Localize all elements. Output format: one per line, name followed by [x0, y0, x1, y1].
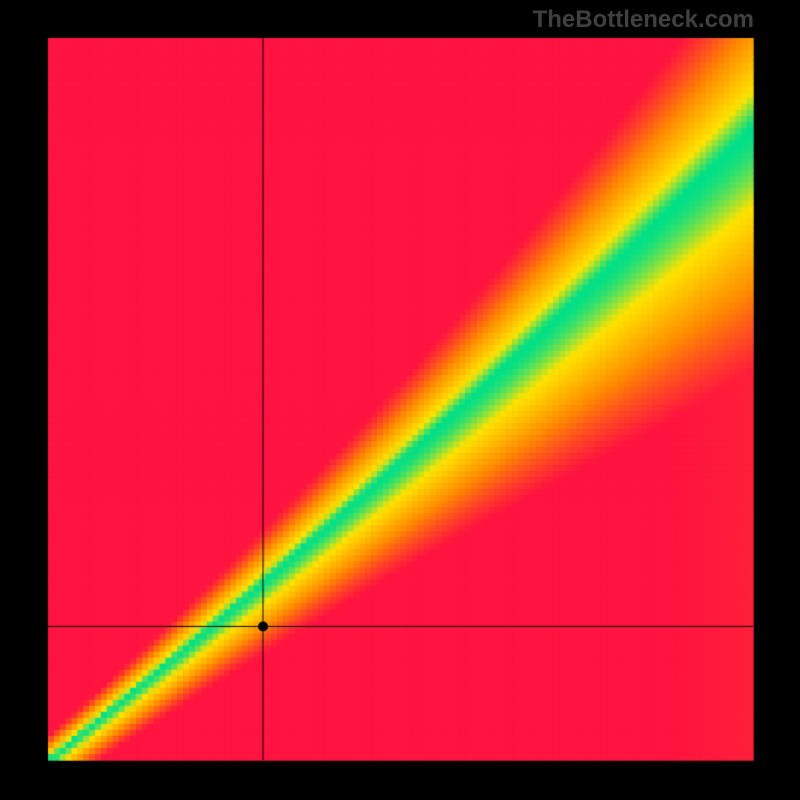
bottleneck-heatmap — [0, 0, 800, 800]
watermark-text: TheBottleneck.com — [533, 6, 754, 34]
